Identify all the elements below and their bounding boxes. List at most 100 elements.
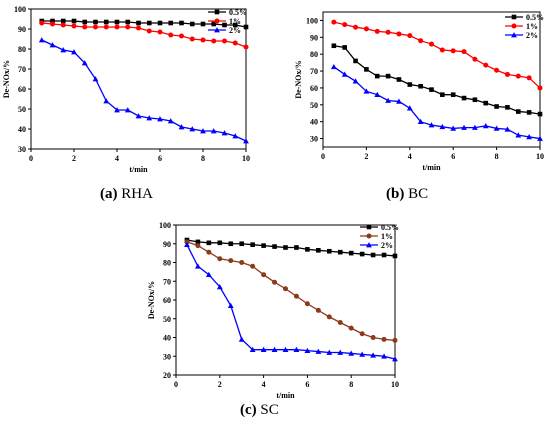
bc-data-point — [418, 38, 424, 44]
sc-data-point — [217, 240, 223, 246]
bc-data-point — [461, 49, 467, 55]
bc-data-point — [505, 105, 510, 110]
rha-data-point — [82, 24, 88, 30]
caption-rha: (a) RHA — [100, 186, 153, 203]
bc-data-point — [428, 122, 435, 128]
bc-data-point — [450, 125, 457, 131]
bc-data-point — [418, 83, 423, 89]
bc-data-point — [385, 29, 391, 35]
bc-y-tick-label: 90 — [310, 33, 318, 42]
bc-data-point — [482, 123, 489, 129]
sc-data-point — [205, 271, 212, 278]
sc-x-tick-label: 4 — [262, 380, 266, 389]
sc-legend-label: 2% — [381, 241, 393, 250]
bc-data-point — [526, 110, 532, 115]
rha-data-point — [168, 20, 174, 26]
bc-data-point — [406, 105, 413, 111]
bc-data-point — [429, 41, 434, 47]
bc-series-line-1 — [333, 21, 541, 89]
rha-data-point — [39, 20, 45, 26]
rha-data-point — [243, 24, 249, 30]
sc-data-point — [228, 241, 234, 247]
rha-data-point — [50, 21, 55, 27]
sc-data-point — [315, 307, 321, 313]
bc-data-point — [331, 19, 337, 25]
rha-y-tick-label: 90 — [18, 25, 26, 34]
bc-data-point — [363, 88, 370, 94]
sc-y-tick-label: 60 — [163, 296, 171, 305]
sc-data-point — [370, 335, 376, 340]
rha-x-axis-label: t/min — [129, 165, 148, 174]
sc-data-point — [217, 256, 223, 262]
sc-data-point — [195, 243, 201, 249]
caption-rha-letter: (a) — [100, 186, 118, 202]
bc-data-point — [363, 26, 369, 32]
rha-legend-marker — [214, 18, 220, 24]
rha-legend-marker — [214, 27, 220, 33]
sc-data-point — [293, 346, 300, 353]
sc-data-point — [195, 239, 201, 245]
rha-data-point — [125, 19, 131, 25]
chart-panel-sc: 0 2 4 6 8 10 20 30 40 50 60 70 80 90 100 t/min De-NOx/% 0… — [140, 210, 410, 400]
sc-x-tick-label: 10 — [391, 380, 399, 389]
bc-legend-label: 0.5% — [526, 13, 544, 22]
bc-y-tick-label: 80 — [310, 50, 318, 59]
rha-data-point — [136, 20, 141, 26]
rha-plot-frame — [30, 8, 247, 150]
sc-data-point — [272, 279, 278, 285]
sc-series-line-2 — [186, 244, 396, 360]
bc-data-point — [396, 77, 402, 82]
bc-data-point — [439, 123, 446, 130]
sc-data-point — [337, 320, 343, 325]
bc-y-tick-label: 100 — [306, 16, 318, 25]
rha-data-point — [136, 25, 141, 31]
rha-x-tick-label: 6 — [158, 154, 162, 163]
bc-series-line-0 — [333, 45, 541, 115]
bc-legend-marker — [511, 32, 517, 38]
rha-legend-marker — [214, 9, 220, 15]
caption-sc: (c) SC — [240, 402, 279, 419]
bc-data-point — [526, 133, 533, 140]
bc-y-tick-label: 60 — [310, 84, 318, 93]
bc-x-tick-label: 6 — [451, 152, 455, 161]
bc-x-tick-label: 4 — [408, 152, 412, 161]
bc-y-tick-label: 70 — [310, 67, 318, 76]
rha-y-tick-label: 80 — [18, 45, 26, 54]
bc-data-point — [396, 98, 402, 104]
rha-data-point — [81, 60, 88, 66]
sc-data-point — [304, 347, 311, 353]
bc-data-point — [429, 87, 434, 92]
sc-y-tick-label: 80 — [163, 259, 171, 268]
sc-x-tick-label: 6 — [305, 380, 309, 389]
rha-legend-label: 0.5% — [229, 8, 247, 17]
sc-data-point — [392, 253, 398, 259]
sc-data-point — [227, 302, 234, 308]
rha-data-point — [243, 138, 249, 144]
sc-y-tick-label: 20 — [163, 371, 171, 380]
rha-data-point — [82, 19, 88, 25]
rha-data-point — [232, 22, 238, 28]
sc-data-point — [327, 248, 332, 254]
rha-data-point — [38, 37, 45, 43]
bc-data-point — [450, 92, 456, 97]
rha-data-point — [168, 32, 174, 38]
rha-data-point — [114, 107, 120, 113]
rha-data-point — [50, 18, 55, 24]
sc-x-tick-label: 2 — [218, 380, 222, 389]
rha-series-line-2 — [41, 39, 247, 142]
sc-y-tick-label: 100 — [159, 221, 171, 230]
rha-data-point — [200, 128, 206, 134]
bc-data-point — [537, 111, 543, 117]
bc-legend-label: 2% — [526, 31, 538, 40]
rha-y-tick-label: 100 — [14, 5, 26, 14]
sc-data-point — [239, 260, 245, 265]
rha-data-point — [178, 124, 185, 130]
sc-data-point — [381, 252, 387, 258]
rha-data-point — [135, 113, 142, 119]
sc-data-point — [392, 337, 398, 343]
rha-data-point — [125, 24, 131, 30]
sc-y-tick-label: 50 — [163, 315, 171, 324]
rha-data-point — [157, 116, 163, 122]
bc-data-point — [439, 47, 445, 53]
sc-data-point — [260, 346, 267, 353]
